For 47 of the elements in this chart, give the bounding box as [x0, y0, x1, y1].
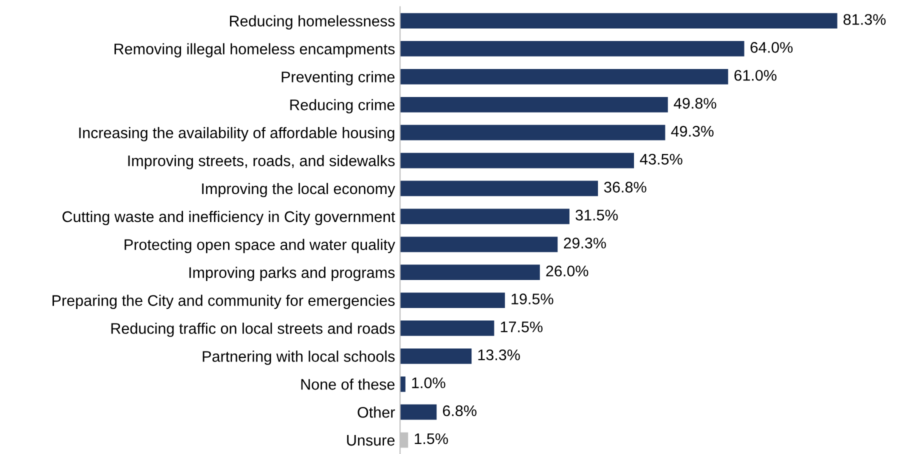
y-tick-label: Increasing the availability of affordable housing [79, 127, 394, 142]
data-label: 64.0% [750, 42, 793, 53]
bar [400, 152, 634, 168]
y-tick-label: Cutting waste and inefficiency in City government [62, 210, 396, 226]
y-tick-label: Reducing crime [290, 99, 395, 114]
y-tick-label: Unsure [347, 435, 395, 446]
data-label: 6.8% [442, 405, 476, 416]
bar [400, 124, 666, 140]
bar [400, 404, 437, 420]
data-label: 81.3% [844, 14, 886, 25]
y-tick-label: Reducing homelessness [230, 15, 395, 30]
data-label: 49.3% [671, 126, 714, 137]
data-label: 19.5% [512, 294, 554, 304]
data-label: 43.5% [640, 154, 682, 165]
data-label: 36.8% [604, 182, 646, 193]
y-tick-label: None of these [301, 378, 395, 390]
data-label: 13.3% [478, 349, 520, 360]
data-label: 49.8% [674, 98, 716, 109]
y-tick-label: Other [358, 406, 395, 418]
data-label: 17.5% [500, 322, 543, 332]
bar [400, 348, 472, 364]
bar [400, 13, 838, 28]
bar [400, 41, 744, 56]
y-tick-label: Removing illegal homeless encampments [114, 43, 395, 58]
data-label: 1.5% [414, 433, 448, 444]
y-tick-label: Partnering with local schools [202, 350, 395, 365]
y-tick-label: Improving streets, roads, and sidewalks [128, 154, 395, 170]
bar [400, 208, 570, 224]
bar [400, 264, 540, 280]
bar [400, 320, 494, 336]
y-tick-label: Preventing crime [282, 71, 395, 86]
y-tick-label: Improving the local economy [202, 182, 396, 198]
bar [400, 292, 505, 308]
data-label: 26.0% [546, 266, 588, 276]
data-label: 29.3% [564, 238, 606, 248]
data-label: 61.0% [734, 70, 776, 81]
bar [400, 96, 668, 112]
bar [400, 180, 598, 196]
data-label: 31.5% [576, 210, 618, 221]
bar [400, 236, 558, 252]
bar [400, 376, 406, 392]
y-tick-label: Reducing traffic on local streets and roads [111, 322, 395, 337]
y-tick-label: Preparing the City and community for emergencies [52, 294, 395, 309]
data-label: 1.0% [412, 377, 446, 388]
y-tick-label: Protecting open space and water quality [124, 238, 396, 254]
bar [400, 68, 728, 84]
y-tick-label: Improving parks and programs [189, 266, 395, 282]
